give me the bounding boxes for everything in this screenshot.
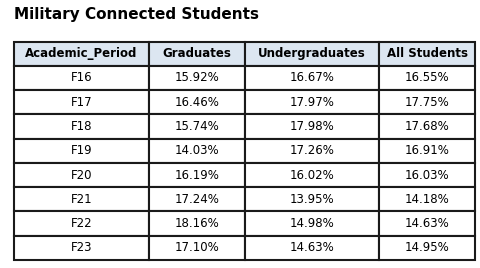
Text: F18: F18: [71, 120, 92, 133]
Text: 18.16%: 18.16%: [174, 217, 219, 230]
Bar: [245, 42, 379, 66]
Bar: [14, 187, 149, 211]
Text: 17.97%: 17.97%: [289, 96, 335, 109]
Bar: [14, 114, 149, 139]
Text: 16.67%: 16.67%: [289, 72, 335, 84]
Bar: [379, 66, 475, 90]
Bar: [245, 236, 379, 260]
Text: Graduates: Graduates: [162, 47, 231, 60]
Bar: [245, 163, 379, 187]
Text: 14.63%: 14.63%: [289, 241, 334, 254]
Bar: [245, 90, 379, 114]
Text: Academic_Period: Academic_Period: [25, 47, 138, 60]
Text: 17.68%: 17.68%: [405, 120, 449, 133]
Bar: [149, 139, 245, 163]
Bar: [245, 211, 379, 236]
Bar: [149, 66, 245, 90]
Bar: [14, 163, 149, 187]
Text: 16.91%: 16.91%: [405, 144, 450, 157]
Bar: [14, 139, 149, 163]
Bar: [14, 42, 149, 66]
Bar: [149, 90, 245, 114]
Text: 15.92%: 15.92%: [174, 72, 219, 84]
Text: All Students: All Students: [386, 47, 468, 60]
Bar: [149, 211, 245, 236]
Text: 16.02%: 16.02%: [289, 169, 334, 181]
Text: F17: F17: [71, 96, 92, 109]
Text: 13.95%: 13.95%: [289, 193, 334, 206]
Text: Military Connected Students: Military Connected Students: [14, 7, 259, 22]
Bar: [379, 42, 475, 66]
Bar: [14, 90, 149, 114]
Bar: [245, 139, 379, 163]
Bar: [149, 187, 245, 211]
Text: 16.46%: 16.46%: [174, 96, 219, 109]
Bar: [14, 236, 149, 260]
Text: 16.55%: 16.55%: [405, 72, 449, 84]
Text: 16.19%: 16.19%: [174, 169, 219, 181]
Bar: [379, 139, 475, 163]
Text: 16.03%: 16.03%: [405, 169, 449, 181]
Bar: [14, 211, 149, 236]
Bar: [245, 187, 379, 211]
Bar: [379, 187, 475, 211]
Text: F21: F21: [71, 193, 92, 206]
Text: 14.03%: 14.03%: [174, 144, 219, 157]
Text: 14.18%: 14.18%: [405, 193, 449, 206]
Text: F22: F22: [71, 217, 92, 230]
Bar: [149, 42, 245, 66]
Bar: [149, 236, 245, 260]
Bar: [379, 236, 475, 260]
Bar: [379, 90, 475, 114]
Bar: [245, 114, 379, 139]
Text: F19: F19: [71, 144, 92, 157]
Bar: [14, 66, 149, 90]
Text: 17.98%: 17.98%: [289, 120, 334, 133]
Bar: [379, 163, 475, 187]
Text: 17.24%: 17.24%: [174, 193, 219, 206]
Bar: [149, 114, 245, 139]
Text: F16: F16: [71, 72, 92, 84]
Text: F20: F20: [71, 169, 92, 181]
Text: F23: F23: [71, 241, 92, 254]
Bar: [149, 163, 245, 187]
Text: 17.26%: 17.26%: [289, 144, 335, 157]
Text: 14.98%: 14.98%: [289, 217, 334, 230]
Text: 17.75%: 17.75%: [405, 96, 449, 109]
Bar: [379, 211, 475, 236]
Text: 14.63%: 14.63%: [405, 217, 449, 230]
Text: 14.95%: 14.95%: [405, 241, 449, 254]
Text: Undergraduates: Undergraduates: [258, 47, 366, 60]
Bar: [245, 66, 379, 90]
Text: 17.10%: 17.10%: [174, 241, 219, 254]
Text: 15.74%: 15.74%: [174, 120, 219, 133]
Bar: [379, 114, 475, 139]
